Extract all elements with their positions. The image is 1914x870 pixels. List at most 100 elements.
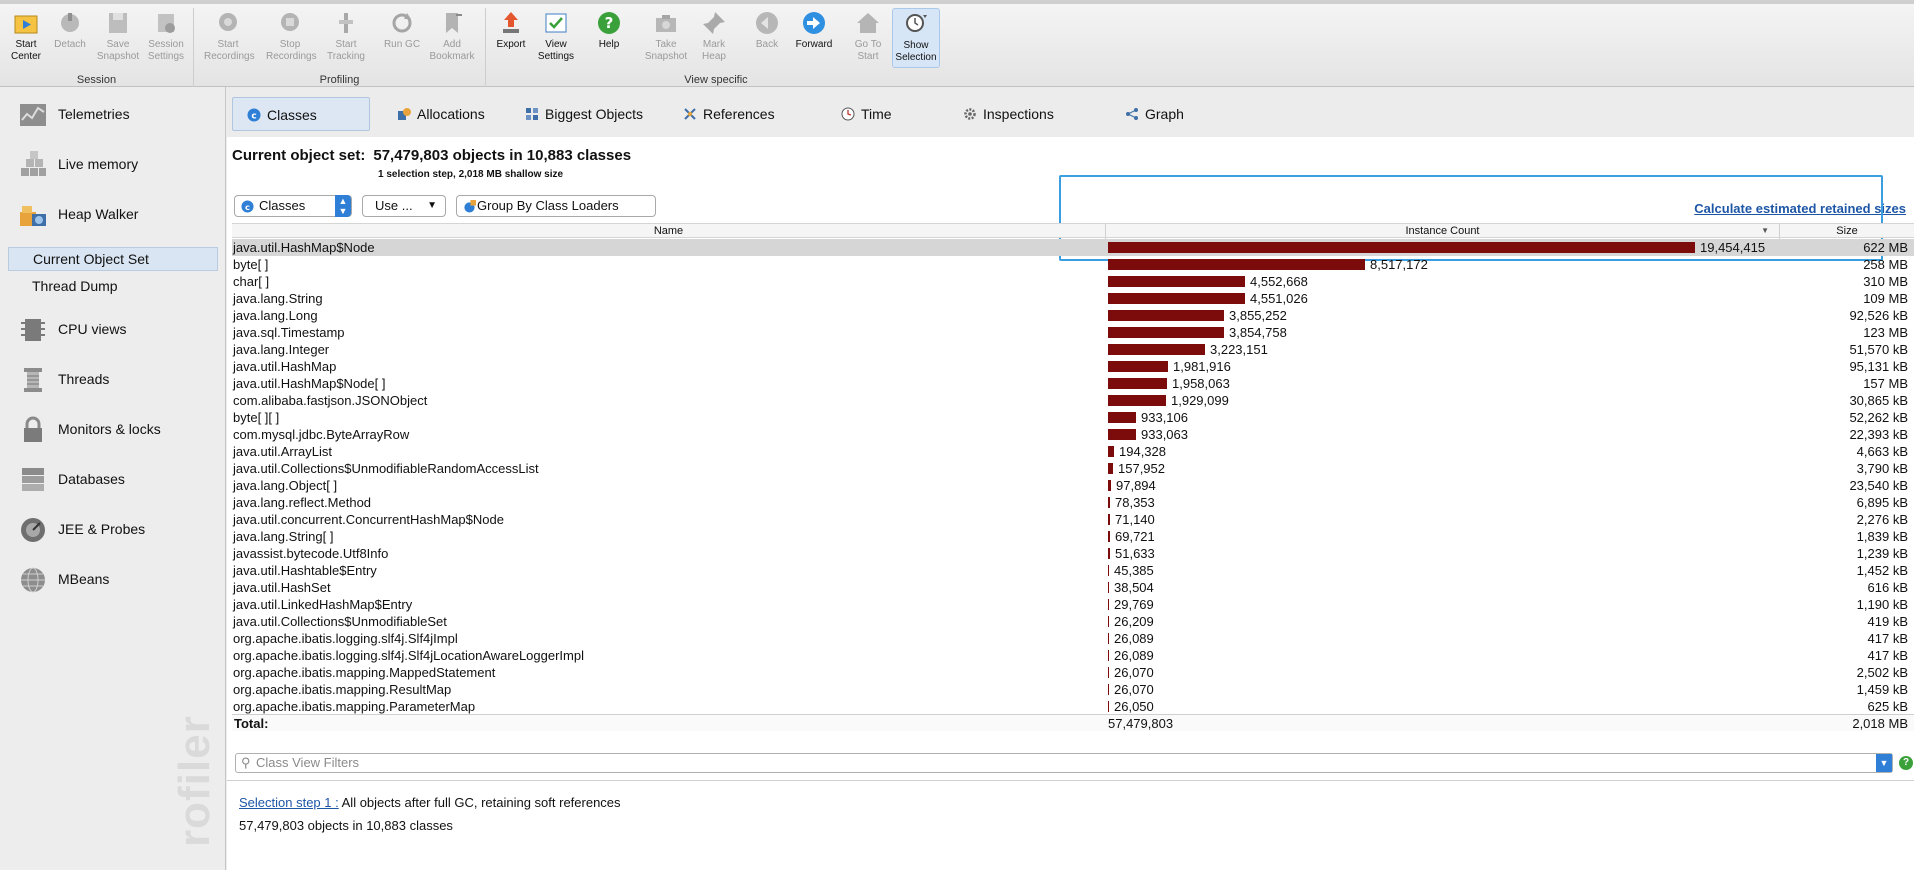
- class-name-cell: org.apache.ibatis.mapping.ParameterMap: [233, 699, 476, 714]
- table-row[interactable]: java.lang.Integer 3,223,151 51,570 kB: [232, 341, 1914, 358]
- forward-button[interactable]: Forward: [790, 8, 838, 68]
- run-gc-button[interactable]: Run GC: [378, 8, 426, 68]
- instance-count-bar: [1108, 327, 1224, 338]
- table-row[interactable]: java.util.HashMap$Node[ ] 1,958,063 157 MB: [232, 375, 1914, 392]
- table-row[interactable]: com.mysql.jdbc.ByteArrayRow 933,063 22,393…: [232, 426, 1914, 443]
- add-bookmark-button[interactable]: Add Bookmark: [428, 8, 476, 68]
- table-row[interactable]: java.util.LinkedHashMap$Entry 29,769 1,190…: [232, 596, 1914, 613]
- column-header-instance-count[interactable]: Instance Count ▼: [1106, 224, 1780, 239]
- sidebar-item-databases[interactable]: Databases: [0, 457, 225, 503]
- object-set-summary: Current object set: 57,479,803 objects in…: [232, 147, 631, 164]
- start-center-button[interactable]: Start Center: [2, 8, 50, 68]
- back-button[interactable]: Back: [743, 8, 791, 68]
- sidebar-item-heap-walker[interactable]: Heap Walker: [0, 192, 225, 238]
- sidebar-item-live-memory[interactable]: Live memory: [0, 142, 225, 188]
- instance-count-cell: 29,769: [1114, 597, 1154, 612]
- instance-count-cell: 3,855,252: [1229, 308, 1287, 323]
- table-row[interactable]: java.lang.Long 3,855,252 92,526 kB: [232, 307, 1914, 324]
- sidebar-item-jee-probes[interactable]: JEE & Probes: [0, 507, 225, 553]
- sidebar-item-telemetries[interactable]: Telemetries: [0, 92, 225, 138]
- export-button[interactable]: Export: [487, 8, 535, 68]
- view-settings-button[interactable]: View Settings: [532, 8, 580, 68]
- table-row[interactable]: java.util.HashMap 1,981,916 95,131 kB: [232, 358, 1914, 375]
- table-row[interactable]: java.util.HashMap$Node 19,454,415 622 MB: [232, 239, 1914, 256]
- sidebar-item-mbeans[interactable]: MBeans: [0, 557, 225, 603]
- sidebar-subitem-thread-dump[interactable]: Thread Dump: [32, 278, 118, 294]
- table-row[interactable]: org.apache.ibatis.mapping.MappedStatemen…: [232, 664, 1914, 681]
- table-row[interactable]: org.apache.ibatis.logging.slf4j.Slf4jLoc…: [232, 647, 1914, 664]
- tab-time[interactable]: Time: [827, 97, 947, 131]
- table-row[interactable]: java.util.HashSet 38,504 616 kB: [232, 579, 1914, 596]
- tab-allocations[interactable]: Allocations: [383, 97, 513, 131]
- table-row[interactable]: byte[ ] 8,517,172 258 MB: [232, 256, 1914, 273]
- instance-count-cell: 1,958,063: [1172, 376, 1230, 391]
- view-type-select[interactable]: c Classes ▲ ▼: [234, 195, 352, 217]
- filter-help-icon[interactable]: ?: [1899, 756, 1913, 770]
- sidebar-item-cpu-views[interactable]: CPU views: [0, 307, 225, 353]
- table-row[interactable]: java.lang.String 4,551,026 109 MB: [232, 290, 1914, 307]
- tab-classes[interactable]: c Classes: [232, 97, 370, 131]
- table-row[interactable]: com.alibaba.fastjson.JSONObject 1,929,099…: [232, 392, 1914, 409]
- forward-arrow-icon: [803, 12, 825, 34]
- session-settings-button[interactable]: Session Settings: [142, 8, 190, 68]
- filter-dropdown-icon[interactable]: ▼: [1876, 754, 1892, 772]
- use-menu-button[interactable]: Use ... ▼: [362, 195, 446, 217]
- class-name-cell: java.util.Hashtable$Entry: [233, 563, 377, 578]
- sidebar-subitem-current-object-set[interactable]: Current Object Set: [8, 247, 218, 271]
- table-row[interactable]: char[ ] 4,552,668 310 MB: [232, 273, 1914, 290]
- table-row[interactable]: org.apache.ibatis.logging.slf4j.Slf4jImp…: [232, 630, 1914, 647]
- size-cell: 625 kB: [1867, 699, 1908, 714]
- class-name-cell: com.mysql.jdbc.ByteArrayRow: [233, 427, 410, 442]
- table-row[interactable]: java.lang.String[ ] 69,721 1,839 kB: [232, 528, 1914, 545]
- table-row[interactable]: java.util.concurrent.ConcurrentHashMap$N…: [232, 511, 1914, 528]
- show-selection-button[interactable]: Show Selection: [892, 8, 940, 68]
- column-header-size[interactable]: Size: [1836, 225, 1858, 237]
- save-snapshot-button[interactable]: Save Snapshot: [94, 8, 142, 68]
- tab-biggest-objects[interactable]: Biggest Objects: [511, 97, 661, 131]
- start-recordings-icon: [219, 13, 237, 31]
- tab-references[interactable]: References: [669, 97, 819, 131]
- table-row[interactable]: byte[ ][ ] 933,106 52,262 kB: [232, 409, 1914, 426]
- table-row[interactable]: java.lang.Object[ ] 97,894 23,540 kB: [232, 477, 1914, 494]
- take-snapshot-button[interactable]: Take Snapshot: [642, 8, 690, 68]
- table-row[interactable]: javassist.bytecode.Utf8Info 51,633 1,239 k…: [232, 545, 1914, 562]
- tab-graph[interactable]: Graph: [1111, 97, 1231, 131]
- class-view-filter-input[interactable]: ⚲ Class View Filters ▼: [235, 753, 1893, 773]
- table-row[interactable]: java.sql.Timestamp 3,854,758 123 MB: [232, 324, 1914, 341]
- stop-recordings-button[interactable]: Stop Recordings: [266, 8, 317, 68]
- allocations-icon: [398, 108, 411, 120]
- go-to-start-button[interactable]: Go To Start: [844, 8, 892, 68]
- toolbar-group-profiling: Profiling: [194, 8, 486, 88]
- table-row[interactable]: java.util.Collections$UnmodifiableRandom…: [232, 460, 1914, 477]
- instance-count-bar: [1108, 429, 1136, 440]
- instance-count-bar: [1108, 531, 1110, 542]
- tab-inspections[interactable]: Inspections: [949, 97, 1099, 131]
- help-button[interactable]: ? Help: [585, 8, 633, 68]
- table-row[interactable]: java.util.ArrayList 194,328 4,663 kB: [232, 443, 1914, 460]
- table-row[interactable]: java.util.Collections$UnmodifiableSet 26,…: [232, 613, 1914, 630]
- summary-value: 57,479,803 objects in 10,883 classes: [373, 147, 632, 164]
- class-name-cell: java.util.LinkedHashMap$Entry: [233, 597, 413, 612]
- instance-count-cell: 4,552,668: [1250, 274, 1308, 289]
- column-header-name[interactable]: Name: [232, 224, 1106, 239]
- calculate-retained-sizes-link[interactable]: Calculate estimated retained sizes: [1694, 201, 1906, 216]
- sidebar-item-threads[interactable]: Threads: [0, 357, 225, 403]
- table-row[interactable]: org.apache.ibatis.mapping.ResultMap 26,07…: [232, 681, 1914, 698]
- instance-count-bar: [1108, 378, 1167, 389]
- table-row[interactable]: java.util.Hashtable$Entry 45,385 1,452 kB: [232, 562, 1914, 579]
- selection-step-link[interactable]: Selection step 1 :: [239, 795, 339, 810]
- start-recordings-button[interactable]: Start Recordings: [204, 8, 255, 68]
- table-row[interactable]: java.lang.reflect.Method 78,353 6,895 kB: [232, 494, 1914, 511]
- detach-button[interactable]: Detach: [46, 8, 94, 68]
- start-center-icon: [14, 15, 38, 34]
- table-row[interactable]: org.apache.ibatis.mapping.ParameterMap 26…: [232, 698, 1914, 714]
- group-by-class-loaders-button[interactable]: Group By Class Loaders: [456, 195, 656, 217]
- start-tracking-button[interactable]: Start Tracking: [322, 8, 370, 68]
- instance-count-bar: [1108, 684, 1109, 695]
- sidebar-item-monitors-locks[interactable]: Monitors & locks: [0, 407, 225, 453]
- instance-count-cell: 97,894: [1116, 478, 1156, 493]
- instance-count-bar: [1108, 259, 1365, 270]
- button-label: Session: [148, 39, 184, 50]
- mark-heap-button[interactable]: Mark Heap: [690, 8, 738, 68]
- class-loader-icon: [464, 200, 476, 213]
